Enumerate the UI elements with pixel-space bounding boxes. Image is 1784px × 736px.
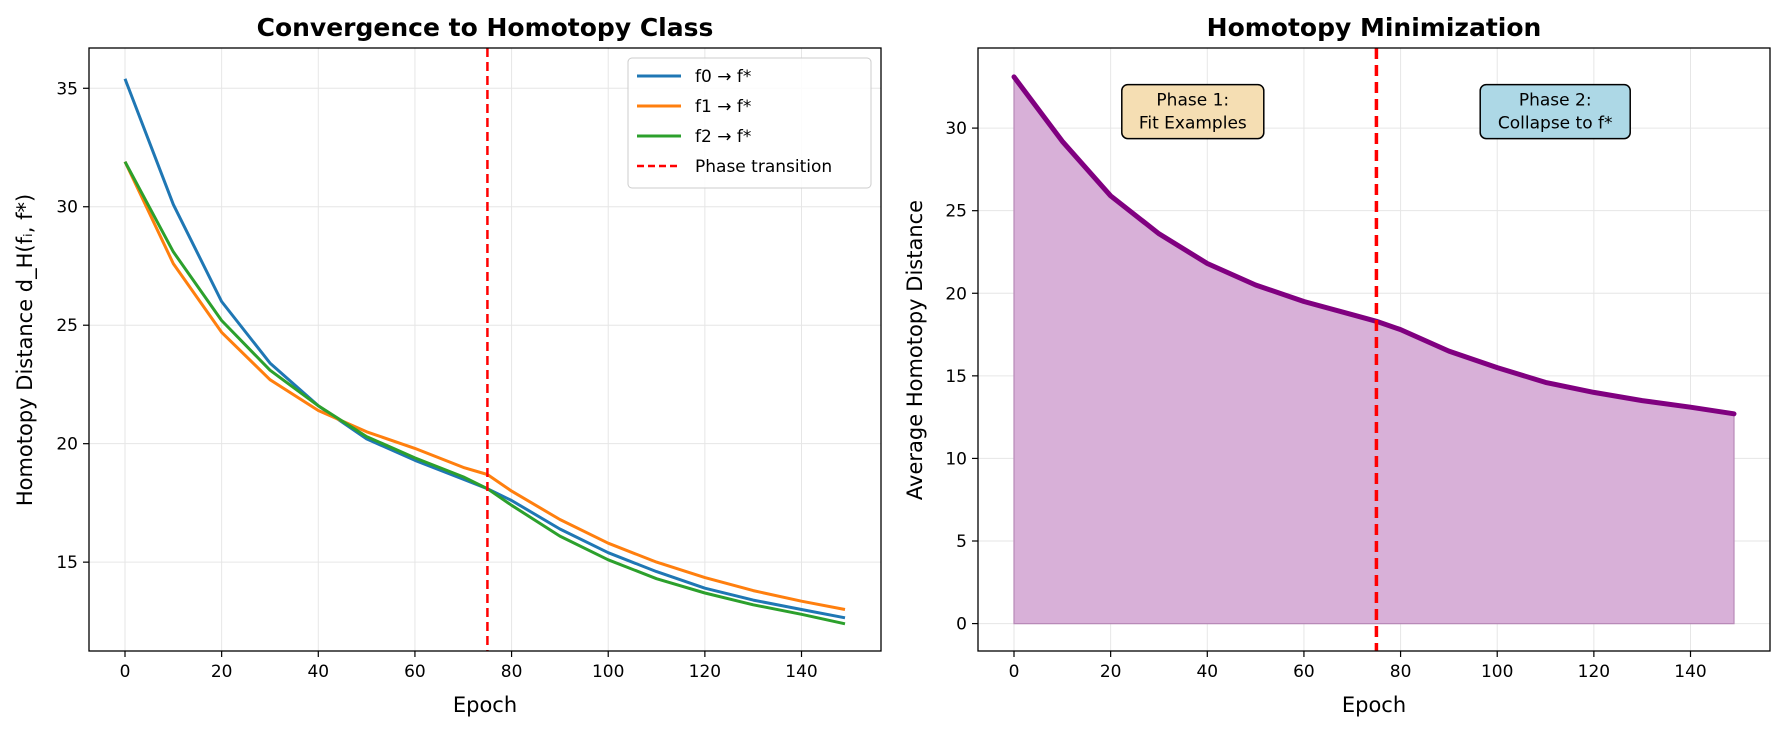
legend-box [627, 57, 872, 189]
right-chart: 0 20 40 60 80 100 120 140 0 5 10 15 20 25 30 Phase 1:… [903, 13, 1771, 717]
right-x-label: Epoch [1342, 693, 1406, 717]
annotation-phase-1: Phase 1: Fit Examples [1121, 83, 1265, 140]
annotation-box [1121, 83, 1265, 140]
left-x-tick-label: 0 [120, 662, 131, 682]
left-y-ticks: 15 20 25 30 35 [56, 79, 89, 573]
left-x-tick-label: 100 [592, 662, 624, 682]
left-y-tick-label: 20 [56, 435, 78, 455]
legend-item: f0 → f* [637, 67, 751, 87]
right-x-tick-label: 80 [1390, 662, 1412, 682]
right-annotations: Phase 1: Fit Examples Phase 2: Collapse to … [1121, 83, 1631, 140]
legend-label: f0 → f* [695, 67, 751, 87]
right-y-tick-label: 10 [945, 449, 967, 469]
left-x-label: Epoch [453, 693, 517, 717]
right-y-tick-label: 15 [945, 367, 967, 387]
left-y-label: Homotopy Distance d_H(fᵢ, f*) [13, 194, 38, 506]
left-title: Convergence to Homotopy Class [257, 13, 714, 42]
right-x-tick-label: 140 [1674, 662, 1706, 682]
left-x-tick-label: 40 [307, 662, 329, 682]
right-axes-frame [977, 47, 1771, 652]
right-x-tick-label: 40 [1196, 662, 1218, 682]
annotation-text: Collapse to f* [1498, 114, 1613, 134]
legend-label: f1 → f* [695, 97, 751, 117]
legend-item: Phase transition [637, 157, 832, 177]
right-x-tick-label: 60 [1293, 662, 1315, 682]
left-x-ticks: 0 20 40 60 80 100 120 140 [120, 651, 818, 682]
left-y-tick-label: 25 [56, 316, 78, 336]
annotation-text: Phase 1: [1156, 91, 1229, 111]
left-x-tick-label: 120 [689, 662, 721, 682]
legend-item: f1 → f* [637, 97, 751, 117]
legend-item: f2 → f* [637, 127, 751, 147]
right-x-tick-label: 0 [1009, 662, 1020, 682]
left-x-tick-label: 60 [404, 662, 426, 682]
annotation-text: Fit Examples [1139, 114, 1247, 134]
left-axes-frame [88, 47, 882, 652]
right-y-ticks: 0 5 10 15 20 25 30 [945, 119, 978, 635]
right-x-tick-label: 120 [1578, 662, 1610, 682]
annotation-phase-2: Phase 2: Collapse to f* [1479, 83, 1631, 140]
right-y-tick-label: 30 [945, 119, 967, 139]
left-x-tick-label: 140 [785, 662, 817, 682]
legend-label: f2 → f* [695, 127, 751, 147]
legend-label: Phase transition [695, 157, 832, 177]
left-y-tick-label: 35 [56, 79, 78, 99]
right-x-ticks: 0 20 40 60 80 100 120 140 [1009, 651, 1707, 682]
annotation-text: Phase 2: [1519, 91, 1592, 111]
left-y-tick-label: 15 [56, 553, 78, 573]
annotation-box [1479, 83, 1631, 140]
right-x-tick-label: 20 [1100, 662, 1122, 682]
right-y-tick-label: 0 [956, 615, 967, 635]
right-y-tick-label: 5 [956, 532, 967, 552]
left-x-tick-label: 80 [501, 662, 523, 682]
right-title: Homotopy Minimization [1207, 13, 1542, 42]
legend: f0 → f* f1 → f* f2 → f* Phase transition [627, 57, 872, 189]
right-x-tick-label: 100 [1481, 662, 1513, 682]
left-y-tick-label: 30 [56, 198, 78, 218]
right-y-tick-label: 25 [945, 202, 967, 222]
left-chart: 0 20 40 60 80 100 120 140 15 20 25 30 35 Convergenc… [13, 13, 882, 717]
left-x-tick-label: 20 [211, 662, 233, 682]
right-y-tick-label: 20 [945, 284, 967, 304]
right-y-label: Average Homotopy Distance [903, 200, 927, 500]
